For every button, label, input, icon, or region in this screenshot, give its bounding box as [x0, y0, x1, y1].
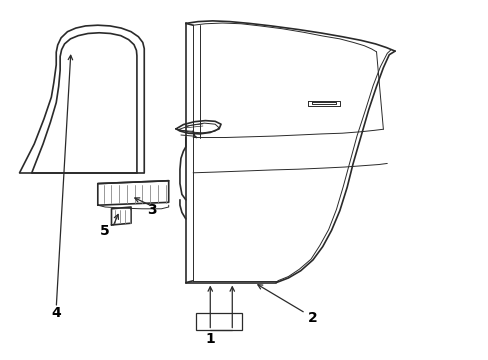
Text: 4: 4 [51, 306, 61, 320]
Bar [195, 313, 242, 330]
Text: 5: 5 [100, 224, 110, 238]
Text: 2: 2 [307, 311, 317, 324]
Text: 3: 3 [146, 203, 156, 216]
Text: 1: 1 [205, 332, 215, 346]
